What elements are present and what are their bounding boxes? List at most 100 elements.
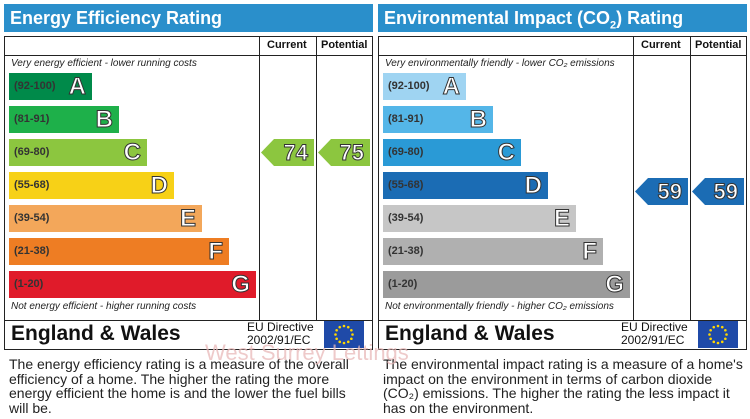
rating-band-g: (1-20) G (9, 271, 256, 299)
band-letter: E (553, 205, 570, 233)
eu-star (338, 325, 342, 329)
band-letter: B (469, 106, 487, 134)
footer-row: England & Wales EU Directive 2002/91/EC (5, 320, 372, 349)
potential-column-header: Potential (321, 39, 368, 51)
band-letter: B (95, 106, 113, 134)
rating-band-f: (21-38) F (383, 238, 603, 266)
band-range-label: (55-68) (14, 179, 50, 191)
band-letter: D (524, 172, 542, 200)
watermark-logo: West Surrey Lettings (205, 340, 409, 365)
eu-star (708, 333, 711, 336)
footer-row: England & Wales EU Directive 2002/91/EC (379, 320, 746, 349)
band-range-label: (69-80) (388, 146, 424, 158)
current-rating-indicator: 74 (261, 139, 314, 166)
band-letter: C (123, 139, 141, 167)
band-letter: F (582, 238, 598, 266)
eu-flag-icon (324, 321, 364, 348)
rating-band-g: (1-20) G (383, 271, 630, 299)
eu-directive: EU Directive 2002/91/EC (621, 320, 688, 347)
eu-star (335, 328, 338, 332)
band-range-label: (21-38) (14, 245, 50, 257)
rating-band-e: (39-54) E (383, 205, 576, 233)
band-range-label: (92-100) (388, 80, 430, 92)
current-column-header: Current (641, 39, 681, 51)
band-letter: G (231, 271, 251, 299)
band-range-label: (1-20) (14, 278, 44, 290)
eu-directive: EU Directive 2002/91/EC (247, 320, 314, 347)
environment-description: The environmental impact rating is a mea… (383, 356, 743, 416)
potential-rating-indicator: 59 (692, 178, 744, 205)
eu-stars (334, 324, 354, 345)
current-rating-indicator: 59 (635, 178, 688, 205)
region-label: England & Wales (385, 322, 555, 345)
eu-star (709, 328, 712, 332)
rating-band-a: (92-100) A (383, 73, 466, 101)
environmental-impact-panel: Environmental Impact (CO2) Rating Curren… (378, 0, 747, 419)
band-letter: E (179, 205, 196, 233)
eu-star (725, 333, 728, 336)
eu-star (724, 337, 727, 341)
eu-star (712, 340, 716, 344)
potential-arrow-shape (318, 139, 370, 166)
current-arrow-shape (261, 139, 314, 166)
environment-chart-frame: Current Potential Very environmentally f… (378, 36, 747, 350)
potential-rating-indicator: 75 (318, 139, 370, 166)
top-note: Very energy efficient - lower running co… (11, 58, 197, 69)
eu-star (346, 325, 350, 329)
top-note: Very environmentally friendly - lower CO… (385, 58, 615, 69)
eu-flag-icon (698, 321, 738, 348)
eu-star (716, 324, 720, 328)
rating-band-a: (92-100) A (9, 73, 92, 101)
eu-star (709, 337, 712, 341)
rating-band-c: (69-80) C (9, 139, 147, 167)
current-column-header: Current (267, 39, 307, 51)
potential-column-header: Potential (695, 39, 742, 51)
current-rating-value: 59 (657, 179, 683, 205)
band-letter: G (605, 271, 625, 299)
rating-band-f: (21-38) F (9, 238, 229, 266)
potential-arrow-shape (692, 178, 744, 205)
potential-rating-value: 59 (713, 179, 739, 205)
band-range-label: (39-54) (14, 212, 50, 224)
eu-star (350, 328, 353, 332)
energy-chart-frame: Current Potential Very energy efficient … (4, 36, 373, 350)
band-range-label: (21-38) (388, 245, 424, 257)
current-arrow-shape (635, 178, 688, 205)
energy-efficiency-panel: Energy Efficiency Rating Current Potenti… (4, 0, 373, 419)
eu-star (351, 333, 354, 336)
band-range-label: (69-80) (14, 146, 50, 158)
band-letter: C (497, 139, 515, 167)
environment-panel-title: Environmental Impact (CO2) Rating (378, 4, 747, 32)
eu-star (335, 337, 338, 341)
eu-star (334, 333, 337, 336)
rating-band-b: (81-91) B (9, 106, 119, 134)
energy-panel-title: Energy Efficiency Rating (4, 4, 373, 32)
rating-band-c: (69-80) C (383, 139, 521, 167)
energy-description: The energy efficiency rating is a measur… (9, 356, 349, 416)
eu-star (724, 328, 727, 332)
band-letter: D (150, 172, 168, 200)
eu-star (720, 340, 724, 344)
rating-band-b: (81-91) B (383, 106, 493, 134)
rating-band-e: (39-54) E (9, 205, 202, 233)
band-letter: A (442, 73, 460, 101)
region-label: England & Wales (11, 322, 181, 345)
eu-stars (708, 324, 728, 345)
band-range-label: (1-20) (388, 278, 418, 290)
rating-band-d: (55-68) D (9, 172, 174, 200)
band-range-label: (39-54) (388, 212, 424, 224)
eu-star (338, 340, 342, 344)
rating-band-d: (55-68) D (383, 172, 548, 200)
band-range-label: (55-68) (388, 179, 424, 191)
eu-star (342, 324, 346, 328)
bottom-note: Not environmentally friendly - higher CO… (385, 301, 614, 312)
eu-star (350, 337, 353, 341)
eu-star (342, 341, 346, 345)
band-letter: A (68, 73, 86, 101)
band-letter: F (208, 238, 224, 266)
eu-star (346, 340, 350, 344)
eu-star (712, 325, 716, 329)
eu-star (716, 341, 720, 345)
current-rating-value: 74 (283, 140, 309, 166)
band-range-label: (81-91) (14, 113, 50, 125)
